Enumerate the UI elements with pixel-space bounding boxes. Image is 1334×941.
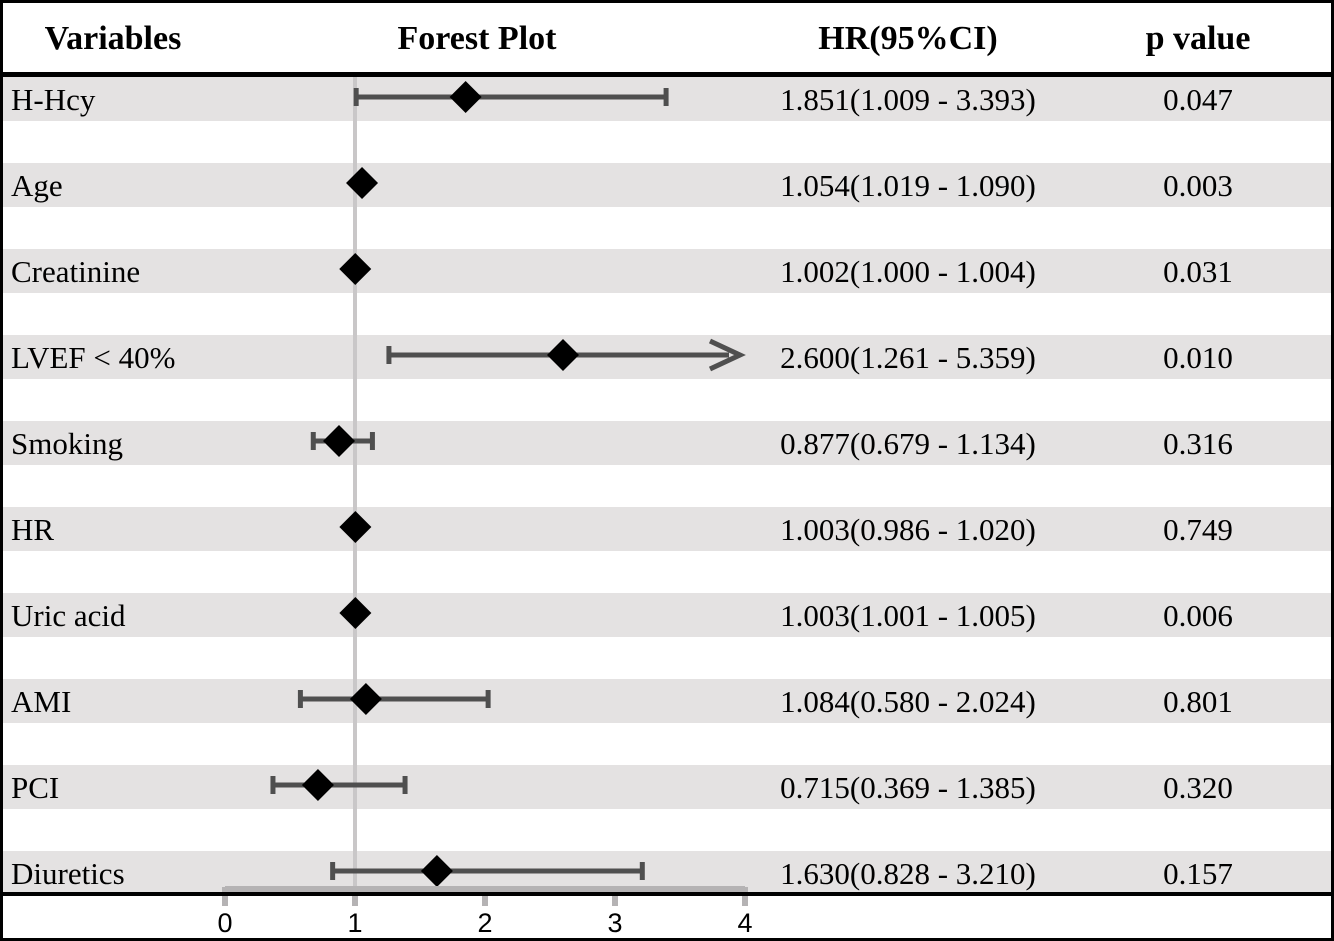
row-variable-label: Uric acid	[11, 598, 126, 633]
table-row: PCI	[3, 765, 1331, 809]
row-hr-ci-value: 1.084(0.580 - 2.024)	[780, 684, 1036, 719]
row-hr-ci-value: 2.600(1.261 - 5.359)	[780, 340, 1036, 375]
row-hr-ci-value: 0.877(0.679 - 1.134)	[780, 426, 1036, 461]
row-p-value: 0.010	[1163, 340, 1233, 375]
row-p-value: 0.320	[1163, 770, 1233, 805]
row-p-value: 0.316	[1163, 426, 1233, 461]
row-variable-label: LVEF < 40%	[11, 340, 176, 375]
row-hr-ci-value: 1.630(0.828 - 3.210)	[780, 856, 1036, 891]
x-axis-tick-label: 3	[607, 908, 623, 938]
row-variable-label: Creatinine	[11, 254, 141, 289]
row-p-value: 0.157	[1163, 856, 1233, 891]
table-row: Creatinine	[3, 249, 1331, 293]
row-p-value: 0.047	[1163, 82, 1233, 117]
header-divider-rule	[3, 72, 1331, 77]
row-p-value: 0.801	[1163, 684, 1233, 719]
table-row: HR	[3, 507, 1331, 551]
column-header-forest-plot: Forest Plot	[397, 20, 557, 57]
column-header-p-value: p value	[1145, 20, 1251, 57]
table-row: Age	[3, 163, 1331, 207]
row-p-value: 0.003	[1163, 168, 1233, 203]
x-axis-tick-label: 1	[347, 908, 363, 938]
row-hr-ci-value: 1.003(1.001 - 1.005)	[780, 598, 1036, 633]
row-variable-label: HR	[11, 512, 55, 547]
row-p-value: 0.006	[1163, 598, 1233, 633]
row-variable-label: PCI	[11, 770, 60, 805]
row-p-value: 0.749	[1163, 512, 1233, 547]
x-axis-tick-label: 4	[737, 908, 753, 938]
column-header-hr-ci: HR(95%CI)	[818, 20, 998, 57]
table-row: AMI	[3, 679, 1331, 723]
row-variable-label: Age	[11, 168, 63, 203]
row-variable-label: AMI	[11, 684, 72, 719]
x-axis-tick-label: 2	[477, 908, 493, 938]
row-p-value: 0.031	[1163, 254, 1233, 289]
table-row: Uric acid	[3, 593, 1331, 637]
row-hr-ci-value: 1.003(0.986 - 1.020)	[780, 512, 1036, 547]
row-variable-label: H-Hcy	[11, 82, 96, 117]
row-hr-ci-value: 0.715(0.369 - 1.385)	[780, 770, 1036, 805]
row-hr-ci-value: 1.002(1.000 - 1.004)	[780, 254, 1036, 289]
x-axis-tick-label: 0	[217, 908, 233, 938]
row-variable-label: Smoking	[11, 426, 123, 461]
row-hr-ci-value: 1.054(1.019 - 1.090)	[780, 168, 1036, 203]
table-row: Smoking	[3, 421, 1331, 465]
row-variable-label: Diuretics	[11, 856, 125, 891]
row-hr-ci-value: 1.851(1.009 - 3.393)	[780, 82, 1036, 117]
column-header-variables: Variables	[44, 20, 182, 57]
